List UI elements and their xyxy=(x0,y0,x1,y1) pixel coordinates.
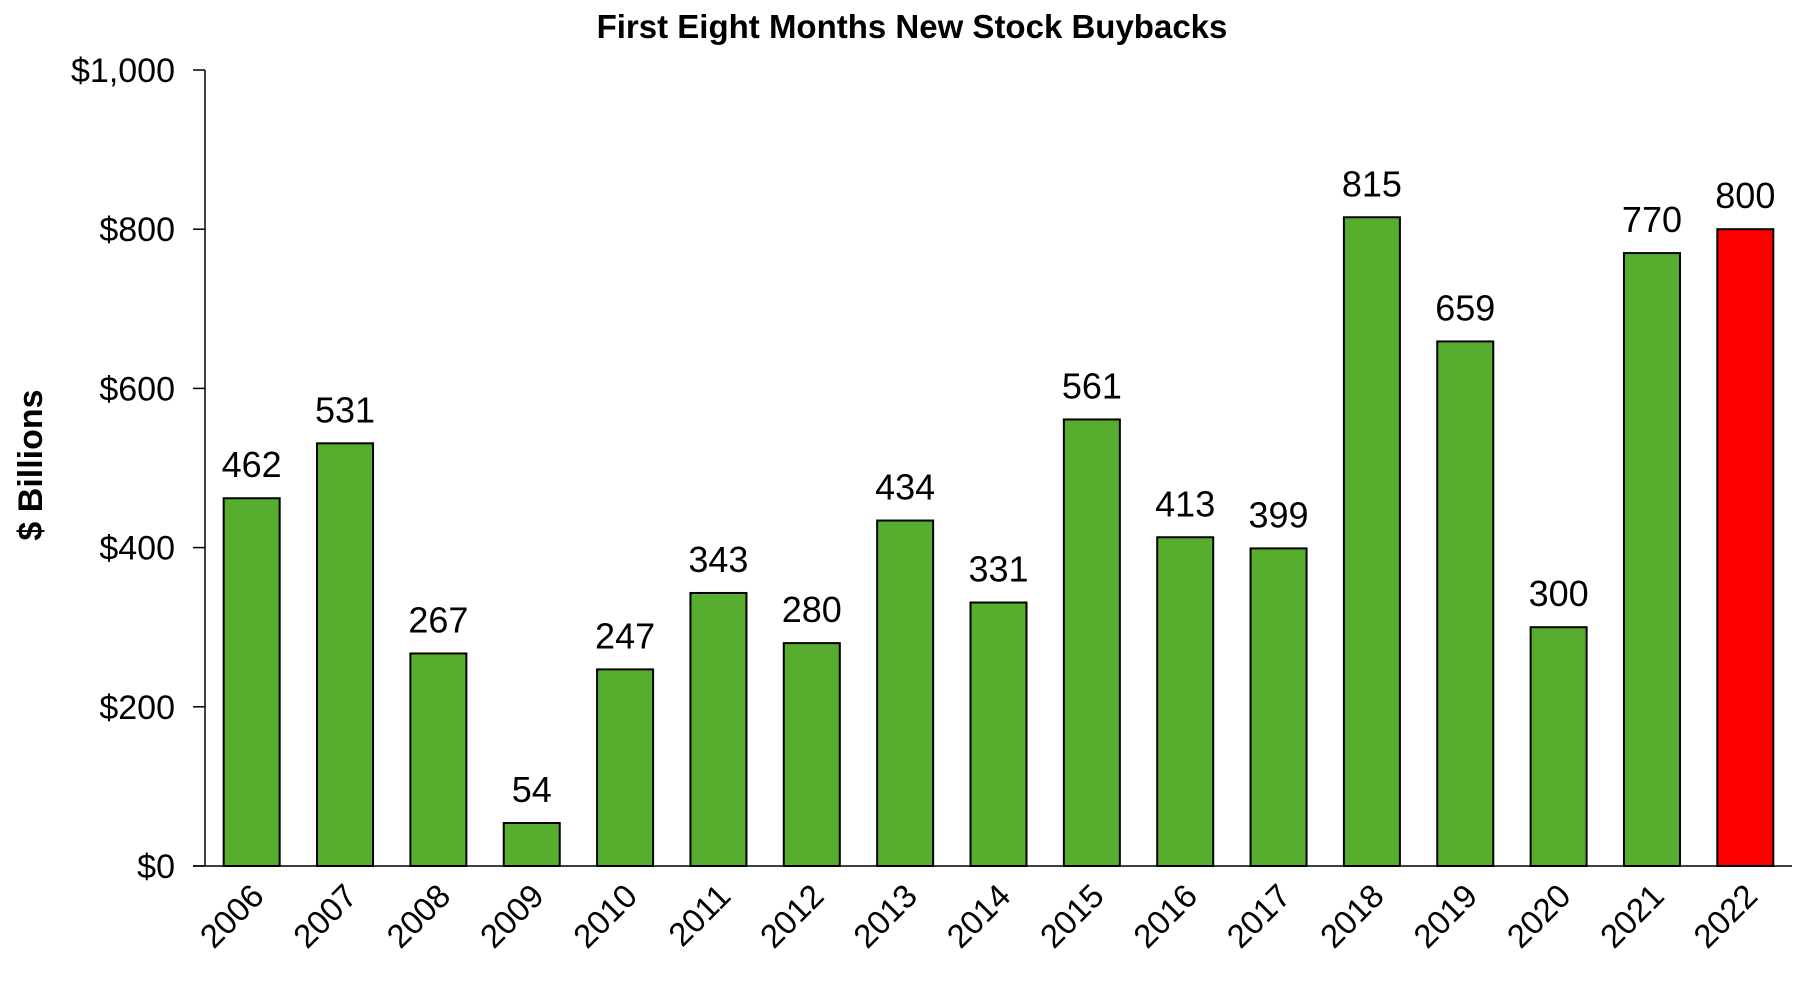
x-tick-label-2017: 2017 xyxy=(1219,877,1297,955)
x-tick-label-2008: 2008 xyxy=(379,877,457,955)
x-tick-label-2016: 2016 xyxy=(1126,877,1204,955)
bar-2012 xyxy=(782,642,841,867)
data-label-2008: 267 xyxy=(408,599,468,640)
data-label-2011: 343 xyxy=(688,539,748,580)
data-label-2020: 300 xyxy=(1529,573,1589,614)
data-label-2012: 280 xyxy=(782,589,842,630)
bar-2008 xyxy=(409,652,468,868)
data-labels-group: 462 531 267 54 247 343 280 434 331 561 413 399 815 65… xyxy=(222,163,1776,810)
bar-2018 xyxy=(1342,216,1401,867)
y-tick-label: $200 xyxy=(99,689,175,727)
bar-2007 xyxy=(316,442,375,867)
x-tick-label-2007: 2007 xyxy=(286,877,364,955)
bar-2019 xyxy=(1436,340,1495,868)
x-tick-label-2021: 2021 xyxy=(1593,877,1671,955)
data-label-2010: 247 xyxy=(595,615,655,656)
x-tick-label-2019: 2019 xyxy=(1406,877,1484,955)
data-label-2019: 659 xyxy=(1435,287,1495,328)
x-tick-label-2006: 2006 xyxy=(193,877,271,955)
y-tick-label: $800 xyxy=(99,211,175,249)
data-label-2015: 561 xyxy=(1062,365,1122,406)
x-tick-label-2013: 2013 xyxy=(846,877,924,955)
bar-2011 xyxy=(689,591,748,867)
data-label-2022: 800 xyxy=(1715,175,1775,216)
bar-2020 xyxy=(1529,626,1588,868)
bar-2006 xyxy=(222,497,281,867)
x-axis-ticks: 2006 2007 2008 2009 2010 2011 2012 2013 2014 2015… xyxy=(193,877,1765,955)
data-label-2009: 54 xyxy=(512,769,552,810)
data-label-2006: 462 xyxy=(222,444,282,485)
data-label-2007: 531 xyxy=(315,389,375,430)
bar-2017 xyxy=(1249,547,1308,867)
x-tick-label-2010: 2010 xyxy=(566,877,644,955)
bar-2016 xyxy=(1156,536,1215,867)
y-tick-label: $600 xyxy=(99,370,175,408)
x-tick-label-2020: 2020 xyxy=(1499,877,1577,955)
chart-title: First Eight Months New Stock Buybacks xyxy=(597,8,1228,45)
x-tick-label-2011: 2011 xyxy=(661,877,737,953)
data-label-2017: 399 xyxy=(1249,494,1309,535)
bar-2014 xyxy=(969,601,1028,867)
x-tick-label-2015: 2015 xyxy=(1033,877,1111,955)
x-tick-label-2014: 2014 xyxy=(939,877,1017,955)
y-axis-ticks: $0 $200 $400 $600 $800 $1,000 xyxy=(71,52,205,886)
bar-2015 xyxy=(1062,418,1121,867)
x-tick-label-2022: 2022 xyxy=(1686,877,1764,955)
x-tick-label-2009: 2009 xyxy=(473,877,551,955)
y-axis-label: $ Billions xyxy=(12,389,50,540)
data-label-2016: 413 xyxy=(1155,483,1215,524)
bar-2013 xyxy=(876,519,935,867)
bar-2021 xyxy=(1622,252,1681,867)
y-tick-label: $1,000 xyxy=(71,52,175,90)
x-tick-label-2012: 2012 xyxy=(753,877,831,955)
data-label-2021: 770 xyxy=(1622,199,1682,240)
y-tick-label: $400 xyxy=(99,530,175,568)
bar-2010 xyxy=(596,668,655,867)
bars-group xyxy=(222,216,1775,868)
data-label-2013: 434 xyxy=(875,467,935,508)
bar-2022 xyxy=(1716,228,1775,867)
data-label-2014: 331 xyxy=(968,549,1028,590)
y-tick-label: $0 xyxy=(137,848,175,886)
data-label-2018: 815 xyxy=(1342,163,1402,204)
x-tick-label-2018: 2018 xyxy=(1313,877,1391,955)
bar-2009 xyxy=(502,822,561,867)
